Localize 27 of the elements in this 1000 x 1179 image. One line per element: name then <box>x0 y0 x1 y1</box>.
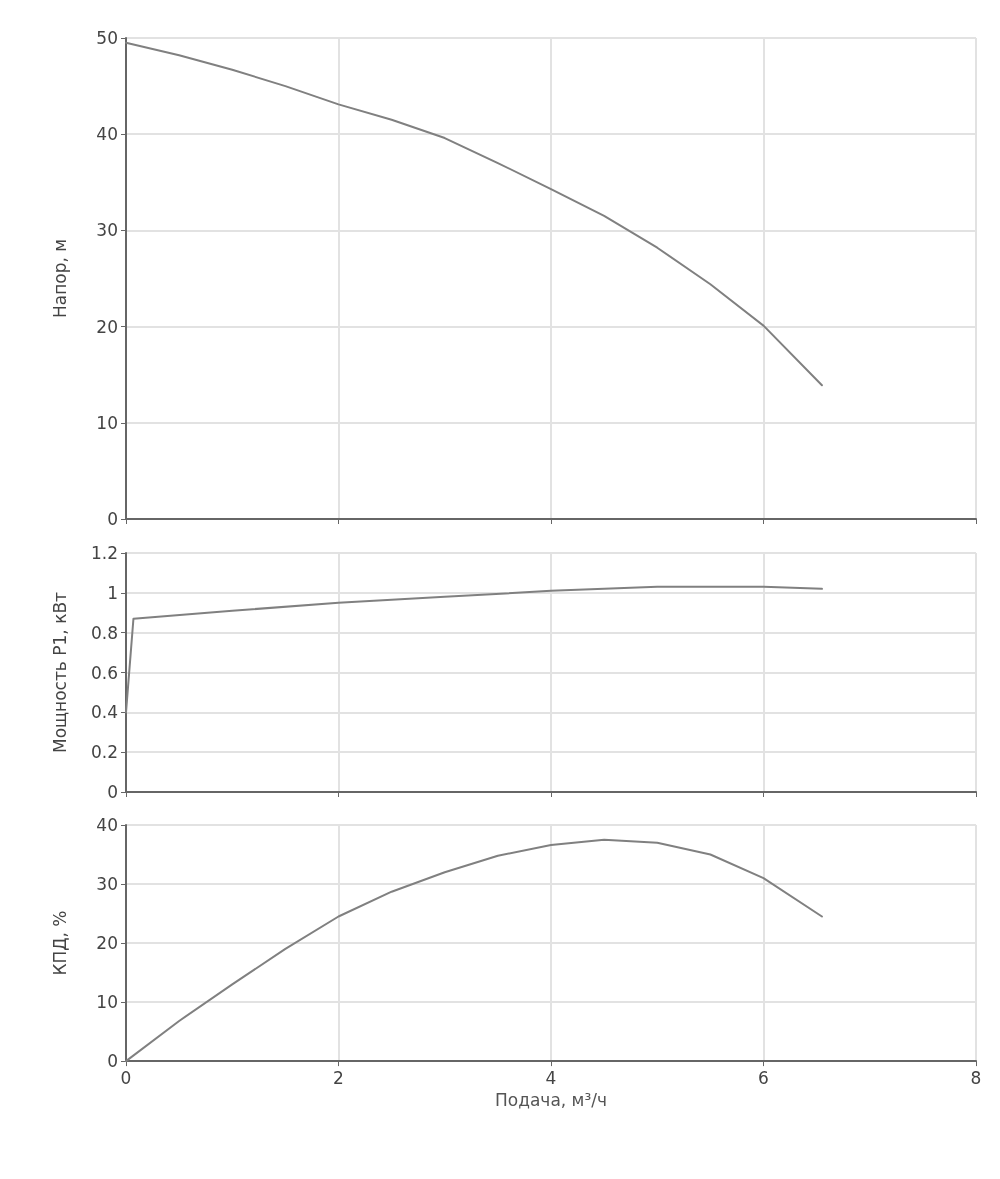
x-tick-label: 6 <box>758 1067 769 1088</box>
y-tick-label: 20 <box>96 933 118 954</box>
y-tick-label: 0 <box>107 509 118 529</box>
y-axis-title: Мощность P1, кВт <box>49 591 70 753</box>
y-tick-label: 0 <box>107 1051 118 1072</box>
y-tick-label: 40 <box>96 124 118 145</box>
x-tick-label: 0 <box>120 1067 132 1088</box>
y-tick-label: 0 <box>107 782 118 802</box>
y-tick-label: 1.2 <box>90 543 118 563</box>
y-tick-label: 10 <box>96 412 118 433</box>
x-tick-label: 2 <box>333 1067 344 1088</box>
y-tick-label: 30 <box>96 220 118 241</box>
y-tick-label: 0.6 <box>90 662 118 683</box>
x-axis-title: Подача, м³/ч <box>494 1089 608 1110</box>
y-tick-label: 0.4 <box>90 702 118 723</box>
y-axis-title: КПД, % <box>49 910 70 976</box>
y-tick-label: 20 <box>96 316 118 337</box>
y-axis-title: Напор, м <box>49 238 70 319</box>
y-tick-label: 50 <box>96 28 118 48</box>
y-tick-label: 30 <box>96 874 118 895</box>
y-tick-label: 0.2 <box>90 742 118 763</box>
x-tick-label: 4 <box>545 1067 557 1088</box>
y-tick-label: 10 <box>96 992 118 1013</box>
y-tick-label: 1 <box>107 582 118 603</box>
y-tick-label: 0.8 <box>90 622 118 643</box>
y-tick-label: 40 <box>96 815 118 835</box>
x-tick-label: 8 <box>970 1067 982 1088</box>
